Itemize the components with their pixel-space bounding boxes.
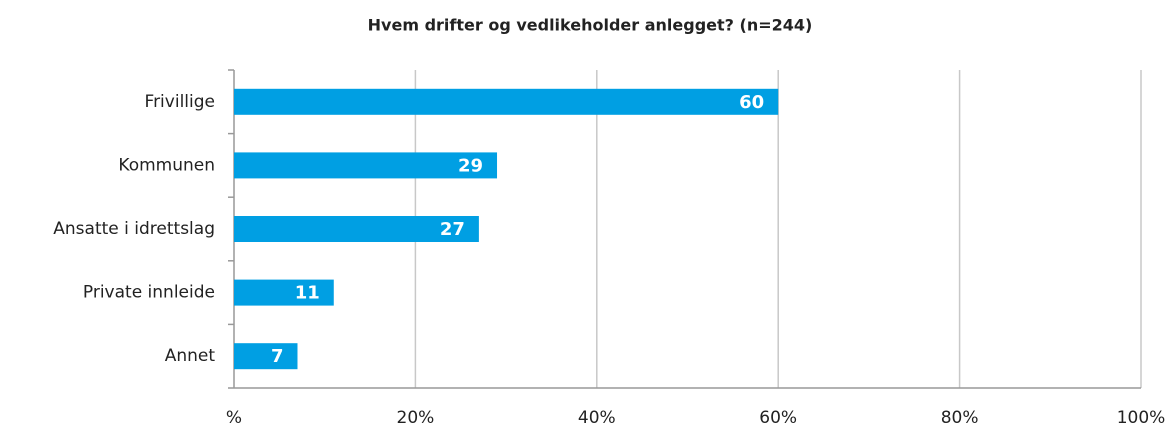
bar — [234, 88, 779, 115]
bar — [234, 216, 479, 242]
data-label: 11 — [295, 283, 320, 304]
chart-title: Hvem drifter og vedlikeholder anlegget? … — [368, 16, 813, 35]
y-tick-label: Annet — [165, 346, 216, 366]
y-tick-label: Frivillige — [145, 92, 215, 112]
x-tick-label: 60% — [759, 408, 797, 428]
bar — [234, 279, 334, 306]
y-tick-label: Kommunen — [118, 155, 215, 175]
bar — [234, 152, 498, 179]
x-tick-label: 80% — [941, 408, 979, 428]
data-label: 27 — [440, 219, 465, 240]
y-tick-label: Ansatte i idrettslag — [53, 219, 215, 239]
x-tick-label: 20% — [397, 408, 435, 428]
y-tick-label: Private innleide — [83, 283, 215, 303]
data-label: 60 — [739, 92, 764, 113]
data-label: 7 — [271, 346, 284, 367]
bar — [234, 343, 298, 370]
x-tick-label: 100% — [1117, 408, 1166, 428]
data-label: 29 — [458, 155, 483, 176]
x-tick-label: % — [226, 408, 242, 428]
x-tick-label: 40% — [578, 408, 616, 428]
